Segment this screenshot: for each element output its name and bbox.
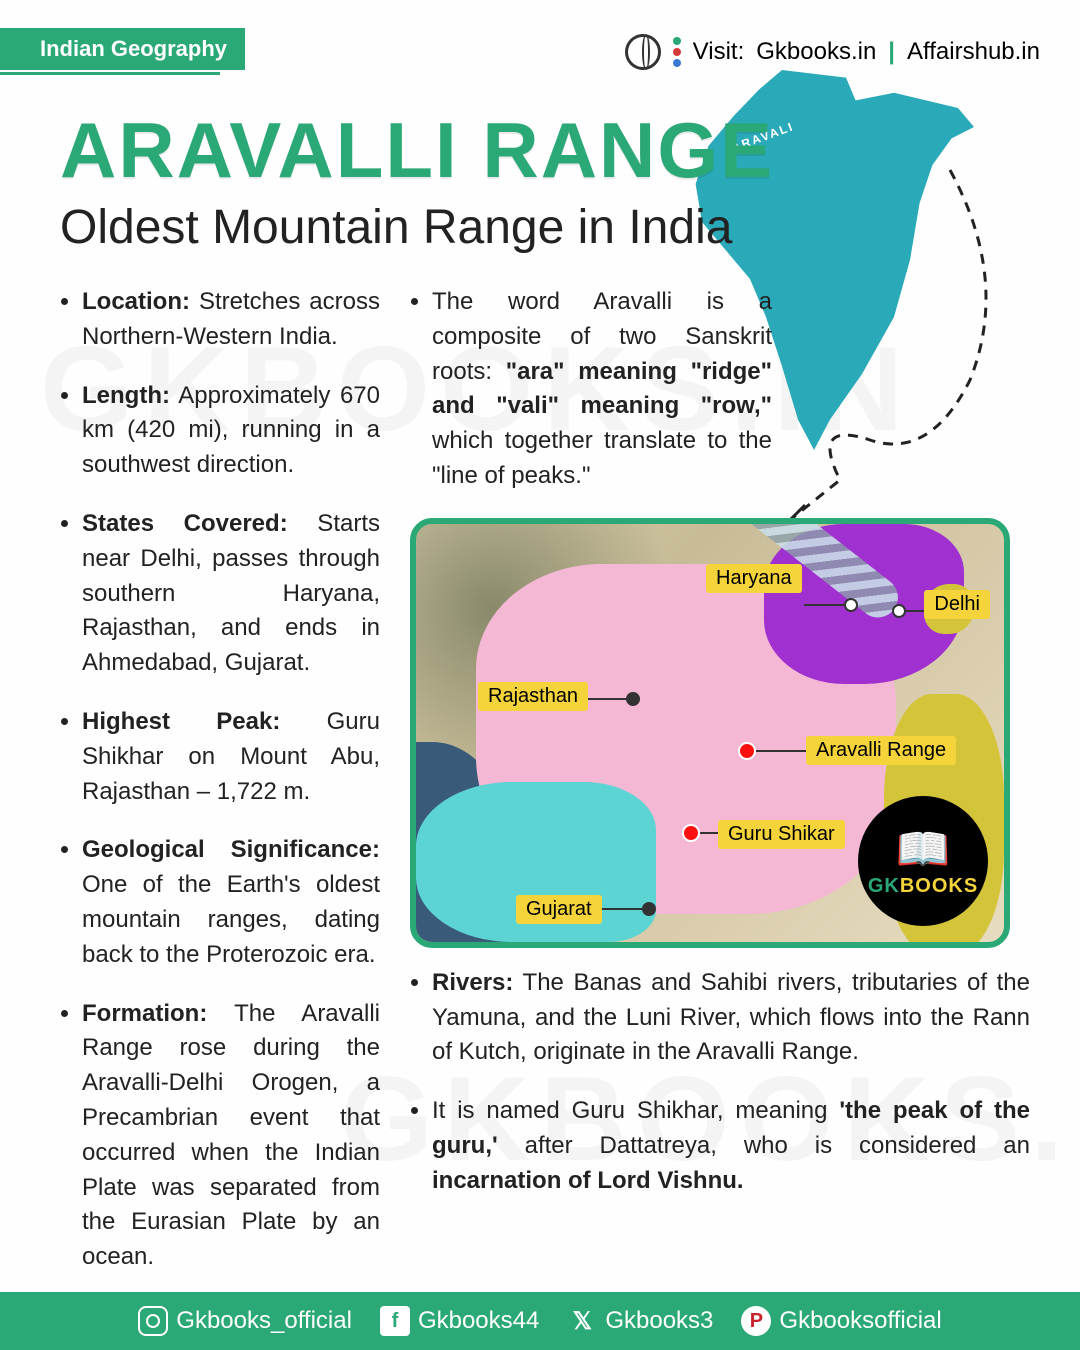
facts-list-bottom: Rivers: The Banas and Sahibi rivers, tri… — [410, 966, 1030, 1199]
facts-list-left: Location: Stretches across Northern-West… — [60, 285, 380, 1275]
page-subtitle: Oldest Mountain Range in India — [60, 200, 1040, 255]
fact-item: States Covered: Starts near Delhi, passe… — [82, 507, 380, 681]
etymology-list: The word Aravalli is a composite of two … — [410, 285, 1030, 494]
fact-item: Length: Approximately 670 km (420 mi), r… — [82, 379, 380, 483]
map-point-haryana — [844, 598, 858, 612]
map-label-guru: Guru Shikar — [718, 820, 845, 849]
map-point-guru — [682, 824, 700, 842]
right-column: The word Aravalli is a composite of two … — [410, 285, 1030, 1299]
category-tag: Indian Geography — [0, 28, 245, 70]
connector — [588, 698, 628, 700]
facebook-icon: f — [380, 1306, 410, 1336]
connector — [602, 908, 642, 910]
book-icon: 📖 — [896, 823, 951, 875]
visit-links: Visit: Gkbooks.in | Affairshub.in — [625, 34, 1040, 70]
fact-item: Formation: The Aravalli Range rose durin… — [82, 997, 380, 1275]
visit-label: Visit: — [693, 38, 745, 66]
footer: Gkbooks_official f Gkbooks44 𝕏 Gkbooks3 … — [0, 1292, 1080, 1350]
content: Location: Stretches across Northern-West… — [0, 265, 1080, 1299]
page-title: ARAVALLI RANGE — [60, 105, 1040, 196]
map-point-gujarat — [642, 902, 656, 916]
globe-icon — [625, 34, 661, 70]
fact-item: Highest Peak: Guru Shikhar on Mount Abu,… — [82, 705, 380, 809]
x-icon: 𝕏 — [567, 1306, 597, 1336]
social-pinterest[interactable]: P Gkbooksofficial — [741, 1306, 941, 1336]
connector — [804, 604, 844, 606]
map-point-aravalli — [738, 742, 756, 760]
map-label-rajasthan: Rajasthan — [478, 682, 588, 711]
map-label-haryana: Haryana — [706, 564, 802, 593]
dots-icon — [673, 37, 681, 67]
connector — [700, 832, 720, 834]
instagram-icon — [138, 1306, 168, 1336]
header: Indian Geography Visit: Gkbooks.in | Aff… — [0, 0, 1080, 75]
site-link-1[interactable]: Gkbooks.in — [756, 38, 876, 66]
map-label-aravalli: Aravalli Range — [806, 736, 956, 765]
fact-item: Location: Stretches across Northern-West… — [82, 285, 380, 355]
etymology-item: The word Aravalli is a composite of two … — [432, 285, 772, 494]
left-column: Location: Stretches across Northern-West… — [60, 285, 380, 1299]
detail-map: Haryana Delhi Rajasthan Aravalli Range G… — [410, 518, 1010, 948]
connector — [756, 750, 806, 752]
map-point-delhi — [892, 604, 906, 618]
social-facebook[interactable]: f Gkbooks44 — [380, 1306, 539, 1336]
logo-text: GKBOOKS — [868, 875, 978, 898]
site-link-2[interactable]: Affairshub.in — [907, 38, 1040, 66]
map-label-delhi: Delhi — [924, 590, 990, 619]
fact-item: Rivers: The Banas and Sahibi rivers, tri… — [432, 966, 1030, 1070]
title-block: ARAVALLI RANGE Oldest Mountain Range in … — [0, 75, 1080, 265]
fact-item: It is named Guru Shikhar, meaning 'the p… — [432, 1094, 1030, 1198]
map-label-gujarat: Gujarat — [516, 895, 602, 924]
social-x[interactable]: 𝕏 Gkbooks3 — [567, 1306, 713, 1336]
fact-item: Geological Significance: One of the Eart… — [82, 833, 380, 972]
map-point-rajasthan — [626, 692, 640, 706]
pinterest-icon: P — [741, 1306, 771, 1336]
gkbooks-logo: 📖 GKBOOKS — [858, 796, 988, 926]
social-instagram[interactable]: Gkbooks_official — [138, 1306, 352, 1336]
separator: | — [888, 38, 895, 66]
